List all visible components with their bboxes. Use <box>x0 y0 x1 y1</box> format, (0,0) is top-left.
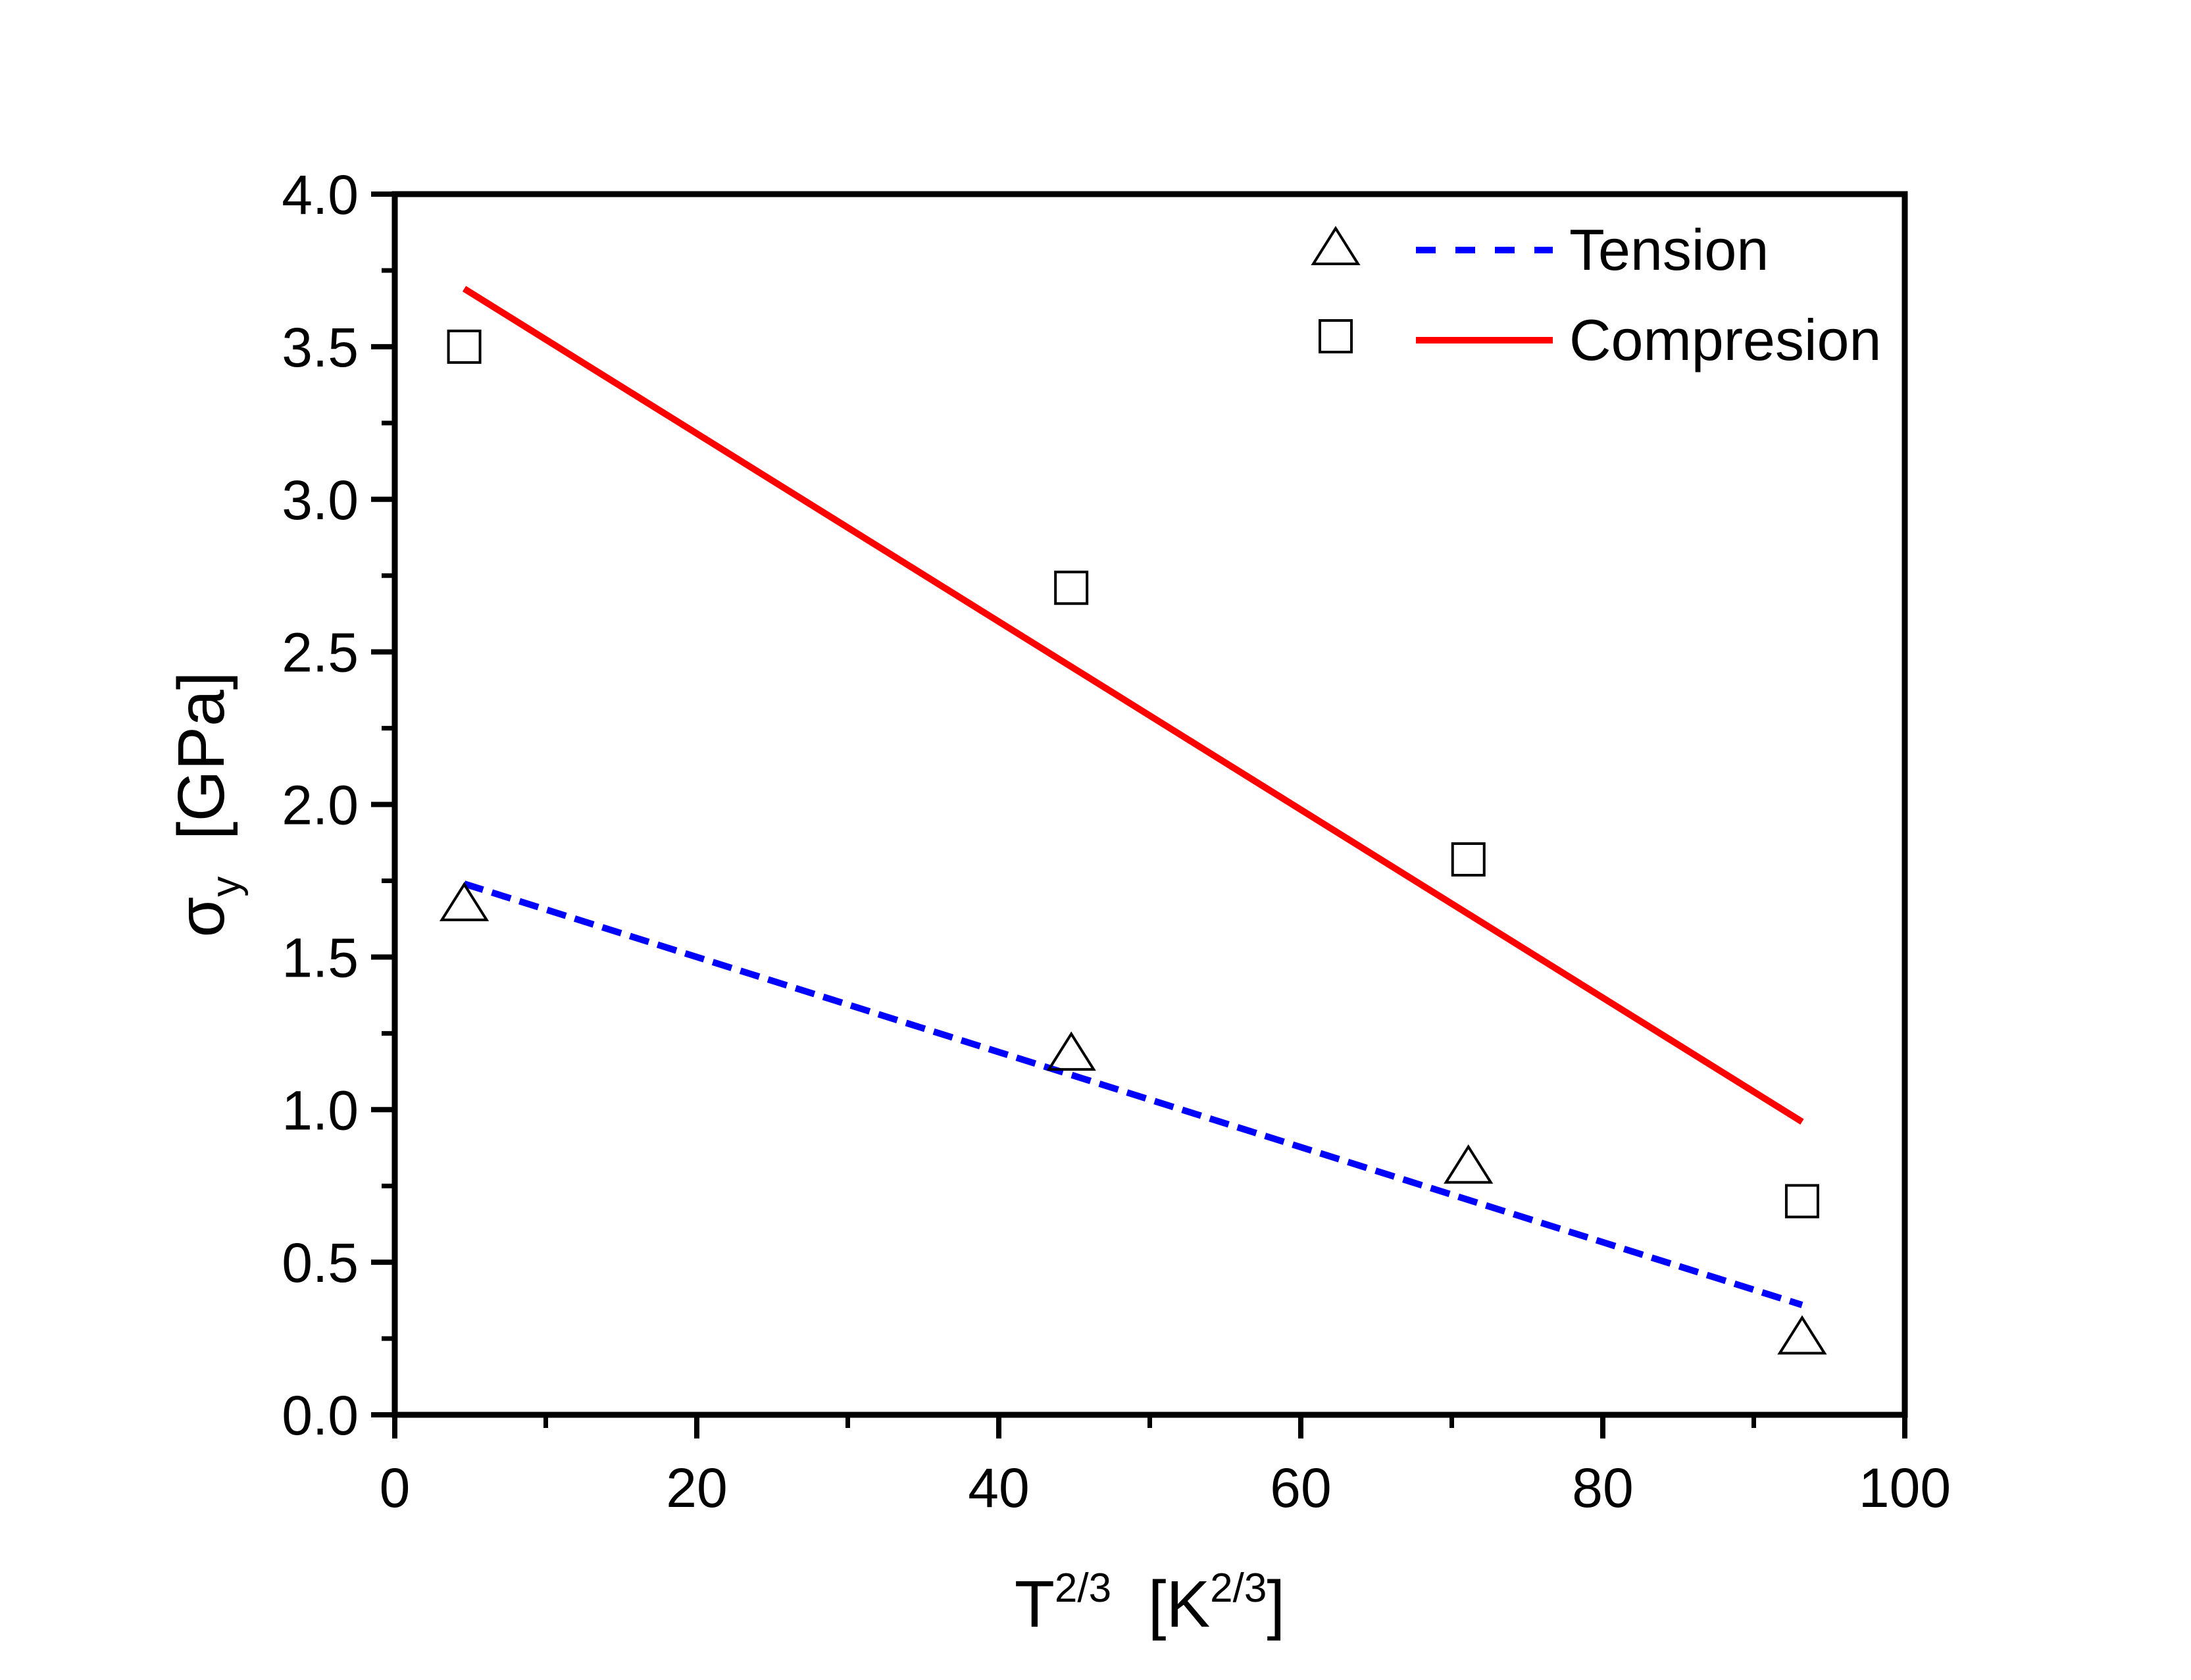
legend-marker-tension <box>1311 226 1361 265</box>
fit-lines <box>462 286 1804 1308</box>
compresion-point <box>1451 842 1486 877</box>
x-tick-label: 0 <box>380 1457 411 1519</box>
tension-point <box>1444 1144 1494 1184</box>
y-tick-label: 1.5 <box>282 927 359 988</box>
tension-point <box>1777 1315 1827 1355</box>
tension-point <box>439 882 490 921</box>
y-tick-label: 1.0 <box>282 1079 359 1141</box>
compresion-point <box>1784 1184 1819 1219</box>
y-tick-label: 3.5 <box>282 317 359 378</box>
x-axis-title: T2/3 [K2/3] <box>1015 1565 1285 1641</box>
y-axis-title: σy [GPa] <box>164 672 249 938</box>
data-markers <box>439 329 1827 1355</box>
fit-line-compresion <box>462 286 1804 1125</box>
y-axis-title-sub: y <box>203 877 249 897</box>
tension-point <box>1046 1031 1096 1071</box>
legend-marker-compresion <box>1319 319 1353 353</box>
x-tick-label: 20 <box>666 1457 727 1519</box>
y-tick-label: 0.0 <box>282 1385 359 1446</box>
y-tick-label: 0.5 <box>282 1232 359 1294</box>
legend: Tension Compresion <box>1311 217 1881 372</box>
x-tick-label: 100 <box>1859 1457 1951 1519</box>
x-axis-unit-close: ] <box>1267 1567 1285 1641</box>
x-axis-ticks: 0 20 40 60 80 100 <box>380 1415 1951 1519</box>
x-tick-label: 40 <box>968 1457 1029 1519</box>
y-minor-ticks <box>382 268 395 1341</box>
x-axis-unit-open: [K <box>1148 1567 1210 1641</box>
compresion-point <box>1054 571 1089 605</box>
x-axis-unit-sup: 2/3 <box>1210 1565 1267 1611</box>
legend-label-tension: Tension <box>1569 217 1769 282</box>
x-axis-title-main: T <box>1015 1567 1055 1641</box>
legend-label-compresion: Compresion <box>1569 307 1881 372</box>
y-axis-ticks: 0.0 0.5 1.0 1.5 2.0 2.5 3.0 3.5 4.0 <box>282 164 395 1446</box>
plot-frame <box>391 191 1908 1418</box>
y-tick-label: 3.0 <box>282 469 359 531</box>
y-tick-label: 2.5 <box>282 622 359 684</box>
fit-line-tension <box>463 880 1803 1308</box>
y-axis-title-main: σ <box>164 897 238 938</box>
y-tick-label: 2.0 <box>282 775 359 836</box>
x-axis-title-sup: 2/3 <box>1055 1565 1111 1611</box>
x-tick-label: 80 <box>1572 1457 1633 1519</box>
y-tick-label: 4.0 <box>282 164 359 226</box>
compresion-point <box>447 329 482 364</box>
y-axis-unit: [GPa] <box>164 672 238 840</box>
x-tick-label: 60 <box>1270 1457 1331 1519</box>
